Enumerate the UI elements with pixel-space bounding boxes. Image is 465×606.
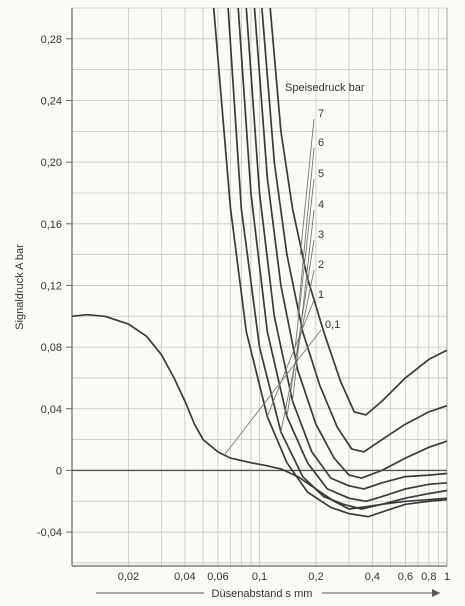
- legend-leader-line: [286, 239, 315, 417]
- legend-label-4: 4: [318, 199, 324, 211]
- legend-leader-line: [280, 269, 315, 432]
- legend-label-7: 7: [318, 108, 324, 120]
- series-line-3: [237, 7, 448, 503]
- y-tick-label: 0: [56, 465, 62, 477]
- x-tick-label: 0,02: [118, 571, 139, 583]
- legend-leader-line: [224, 329, 322, 456]
- legend-leader-line: [297, 147, 315, 317]
- legend-label-5: 5: [318, 168, 324, 180]
- tick-labels: 0,280,240,200,160,120,080,040-0,040,02 0,…: [37, 34, 450, 583]
- y-tick-label: -0,04: [37, 527, 62, 539]
- legend-leader-line: [299, 118, 315, 255]
- y-axis-label: Signaldruck A bar: [14, 244, 26, 330]
- x-label-arrowhead: [432, 589, 440, 597]
- y-tick-label: 0,24: [41, 95, 62, 107]
- series-line-1: [212, 7, 448, 518]
- legend-leader-line: [292, 209, 315, 402]
- y-tick-label: 0,28: [41, 34, 62, 46]
- series-line-5: [253, 7, 448, 479]
- series-lines: [71, 7, 448, 518]
- x-axis-label: Düsenabstand s mm: [212, 588, 313, 600]
- legend-label-6: 6: [318, 137, 324, 149]
- legend: Speisedruck bar 7 6 5 4 3 2 1 0,1: [224, 82, 365, 456]
- legend-label-2: 2: [318, 259, 324, 271]
- legend-leader-line: [266, 299, 315, 417]
- legend-label-0-1: 0,1: [325, 319, 340, 331]
- y-tick-label: 0,04: [41, 404, 62, 416]
- x-tick-label: 0,1: [252, 571, 267, 583]
- x-tick-label: 0,04: [174, 571, 195, 583]
- y-tick-label: 0,20: [41, 157, 62, 169]
- x-tick-label: 0,8: [421, 571, 436, 583]
- legend-label-1: 1: [318, 289, 324, 301]
- x-tick-label: 0,06: [207, 571, 228, 583]
- series-line-0-1: [71, 313, 448, 510]
- grid: [71, 7, 448, 566]
- x-tick-label: 0,4: [365, 571, 380, 583]
- x-tick-label: 1: [444, 571, 450, 583]
- y-tick-label: 0,12: [41, 280, 62, 292]
- series-line-7: [269, 7, 448, 416]
- series-line-4: [245, 7, 448, 490]
- y-tick-label: 0,08: [41, 342, 62, 354]
- x-tick-label: 0,2: [308, 571, 323, 583]
- x-axis-label-group: Düsenabstand s mm: [96, 588, 440, 600]
- legend-leader-line: [294, 178, 315, 348]
- x-tick-label: 0,6: [398, 571, 413, 583]
- legend-label-3: 3: [318, 229, 324, 241]
- axes: [66, 8, 448, 567]
- y-tick-label: 0,16: [41, 219, 62, 231]
- series-line-6: [261, 7, 448, 453]
- legend-title: Speisedruck bar: [285, 82, 365, 94]
